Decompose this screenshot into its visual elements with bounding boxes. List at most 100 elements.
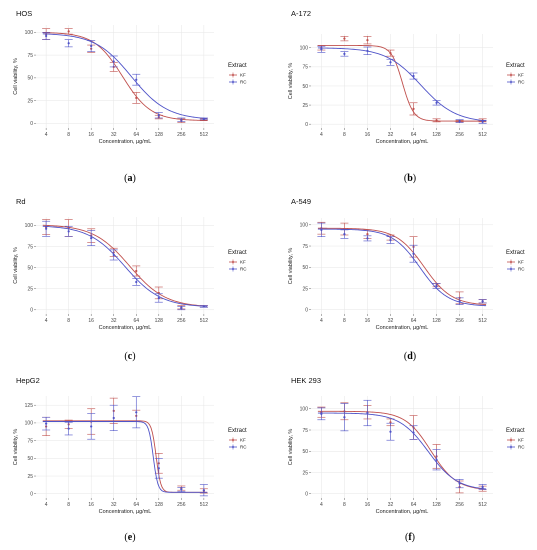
y-tick-label: 75 [27, 53, 33, 59]
gridlines [311, 218, 493, 314]
x-tick-label: 64 [411, 132, 417, 138]
series-kf [317, 221, 487, 306]
legend-swatch-point [232, 261, 234, 263]
y-tick-label: 50 [27, 456, 33, 462]
x-tick-label: 256 [177, 132, 186, 138]
x-tick-label: 128 [155, 502, 164, 508]
data-point [90, 236, 93, 240]
gridlines [36, 25, 214, 128]
y-tick-label: 100 [300, 46, 309, 52]
series-rc [42, 396, 208, 497]
panel-title: A-549 [291, 197, 311, 206]
panel-title: HEK 293 [291, 376, 321, 385]
gridlines [36, 396, 214, 498]
legend: Extract KF RC [228, 63, 247, 85]
legend-swatch-point [232, 439, 234, 441]
x-axis-label: Concentration, µg/mL [376, 139, 429, 145]
y-tick-label: 100 [25, 421, 34, 427]
x-tick-label: 16 [365, 502, 371, 508]
y-tick-label: 50 [302, 449, 308, 455]
y-tick-label: 0 [305, 308, 308, 314]
data-point [202, 489, 205, 492]
legend-swatch-point [510, 81, 512, 83]
x-tick-label: 128 [155, 132, 164, 138]
y-tick-label: 0 [30, 121, 33, 127]
y-axis-label: Cell viability, % [13, 429, 19, 466]
x-tick-label: 64 [133, 132, 139, 138]
x-tick-label: 32 [388, 132, 394, 138]
x-axis-label: Concentration, µg/mL [376, 509, 429, 515]
series-rc [317, 222, 487, 307]
legend-swatch-point [510, 268, 512, 270]
y-tick-label: 75 [27, 244, 33, 250]
x-tick-label: 64 [133, 502, 139, 508]
x-tick-label: 256 [455, 132, 464, 138]
legend-swatch-point [232, 74, 234, 76]
legend-item-kf: KF [518, 73, 524, 78]
y-axis-label: Cell viability, % [13, 58, 19, 95]
panel-caption: (a) [124, 173, 136, 184]
data-point [458, 120, 461, 123]
x-tick-label: 8 [343, 318, 346, 324]
legend-title: Extract [506, 428, 525, 434]
legend-title: Extract [506, 250, 525, 256]
legend-swatch-point [510, 446, 512, 448]
legend-item-rc: RC [240, 267, 247, 272]
x-tick-label: 4 [45, 132, 48, 138]
legend-item-rc: RC [240, 80, 247, 85]
data-point [180, 306, 183, 310]
x-tick-label: 8 [67, 318, 70, 324]
fit-curve-rc [42, 33, 208, 119]
data-point [157, 296, 160, 300]
data-point [412, 252, 415, 255]
y-tick-label: 0 [305, 492, 308, 498]
data-point [481, 300, 484, 303]
legend-item-rc: RC [518, 445, 525, 450]
gridlines [36, 217, 214, 314]
x-axis-label: Concentration, µg/mL [99, 325, 152, 331]
series-rc [42, 31, 208, 122]
x-tick-label: 256 [455, 318, 464, 324]
data-point [180, 488, 183, 491]
panel-title: A-172 [291, 9, 311, 18]
x-tick-label: 16 [365, 132, 371, 138]
series-kf [42, 397, 208, 494]
data-point [343, 416, 346, 419]
data-point [202, 117, 205, 120]
y-tick-label: 0 [30, 308, 33, 314]
series-rc [42, 220, 208, 311]
data-point [135, 78, 138, 81]
legend-title: Extract [228, 250, 247, 256]
x-tick-label: 4 [320, 132, 323, 138]
data-point [90, 44, 93, 48]
legend: Extract KF RC [228, 428, 247, 450]
data-point [343, 37, 346, 40]
y-tick-label: 25 [302, 103, 308, 109]
y-tick-label: 75 [27, 438, 33, 444]
legend-swatch-point [510, 261, 512, 263]
y-tick-label: 100 [25, 30, 34, 36]
x-tick-label: 8 [343, 132, 346, 138]
panel-caption: (f) [405, 532, 415, 543]
x-tick-label: 4 [320, 502, 323, 508]
data-point [366, 49, 369, 52]
data-point [389, 52, 392, 55]
series-kf [42, 219, 208, 310]
legend-item-kf: KF [518, 260, 524, 265]
series-kf [42, 28, 208, 123]
fit-curve-rc [317, 47, 487, 122]
data-point [135, 411, 138, 414]
legend-item-kf: KF [240, 438, 246, 443]
x-tick-label: 128 [432, 318, 441, 324]
data-point [45, 422, 48, 425]
x-tick-label: 8 [343, 502, 346, 508]
legend-item-kf: KF [240, 260, 246, 265]
panel-a: HOS 0 25 50 75 100 4 8 16 32 64 128 256 512 Concentrat… [13, 9, 247, 184]
y-tick-label: 0 [30, 492, 33, 498]
x-tick-label: 512 [200, 502, 209, 508]
fit-curve-rc [42, 225, 208, 307]
legend-item-kf: KF [240, 73, 246, 78]
x-axis-label: Concentration, µg/mL [99, 139, 152, 145]
data-point [343, 52, 346, 55]
data-point [67, 230, 70, 233]
